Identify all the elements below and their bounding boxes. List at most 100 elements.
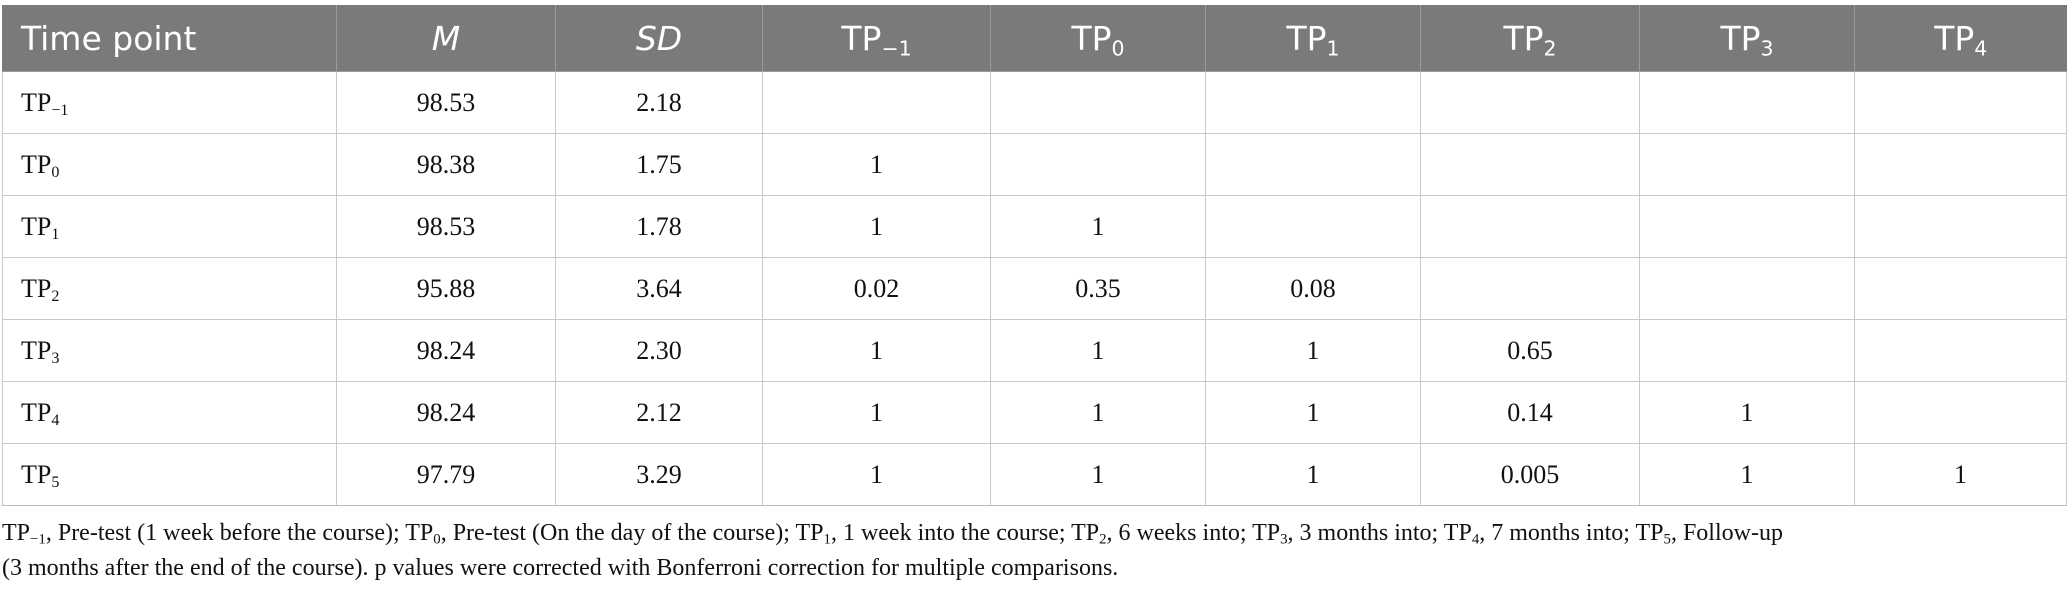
footnote-text: , 6 weeks into; TP [1106, 520, 1281, 546]
row-label: TP5 [2, 443, 337, 506]
table-cell: 1 [1205, 381, 1421, 444]
table-cell: 97.79 [336, 443, 556, 506]
column-header-label: Time point [21, 19, 196, 58]
column-header: SD [555, 5, 763, 72]
footnote-text: , 1 week into the course; TP [830, 520, 1100, 546]
column-header: TP3 [1639, 5, 1855, 72]
column-header-text: TP [1934, 18, 1975, 58]
row-label: TP2 [2, 257, 337, 320]
footnote-text: , Pre-test (1 week before the course); T… [45, 520, 434, 546]
table-row: TP5 97.79 3.29 1 1 1 0.005 1 1 [2, 443, 2067, 506]
footnote-subscript: 0 [433, 531, 441, 548]
table-cell [1639, 133, 1855, 196]
table-cell: 98.24 [336, 319, 556, 382]
table-cell: 1 [762, 443, 991, 506]
table-cell [1854, 71, 2067, 134]
footnote-subscript: 2 [1099, 531, 1107, 548]
footnote-text: (3 months after the end of the course). … [2, 555, 1119, 581]
column-header-text: TP [1720, 18, 1761, 58]
table-cell [1420, 195, 1640, 258]
table-cell: 1 [990, 319, 1206, 382]
table-cell: 1 [990, 443, 1206, 506]
table-cell: 98.53 [336, 195, 556, 258]
column-header: M [336, 5, 556, 72]
column-header-subscript: 0 [1111, 36, 1125, 61]
column-header-subscript: 3 [1760, 36, 1774, 61]
table-cell: 2.30 [555, 319, 763, 382]
column-header-text: TP [1503, 18, 1544, 58]
table-cell [1420, 257, 1640, 320]
table-cell: 3.29 [555, 443, 763, 506]
row-label-subscript: 5 [51, 473, 60, 491]
column-header-label: TP1 [1286, 18, 1339, 59]
footnote-text: , 3 months into; TP [1287, 520, 1472, 546]
row-label-text: TP [21, 87, 52, 117]
table-cell: 98.53 [336, 71, 556, 134]
table-cell [990, 133, 1206, 196]
column-header-text: TP [841, 18, 882, 58]
correlation-table: Time point M SD TP−1 TP0 TP1 TP2 TP3 TP4 TP−1 98.… [2, 5, 2067, 506]
row-label: TP−1 [2, 71, 337, 134]
table-cell: 0.35 [990, 257, 1206, 320]
table-cell: 1 [1639, 381, 1855, 444]
column-header-subscript: 2 [1543, 36, 1557, 61]
table-cell [1854, 257, 2067, 320]
column-header-label: TP0 [1071, 19, 1125, 61]
table-cell [1205, 195, 1421, 258]
footnote-subscript: 4 [1471, 531, 1480, 548]
table-cell [1205, 71, 1421, 134]
table-cell: 1 [990, 381, 1206, 444]
table-cell: 2.12 [555, 381, 763, 444]
column-header: TP1 [1205, 5, 1421, 72]
table-cell [1854, 381, 2067, 444]
row-label-text: TP [21, 397, 52, 427]
footnote-subscript: 3 [1280, 531, 1288, 548]
column-header-text: Time point [21, 18, 197, 58]
row-label-subscript: 3 [51, 349, 60, 367]
table-cell [1854, 133, 2067, 196]
table-cell [1420, 133, 1640, 196]
table-cell: 1 [1205, 319, 1421, 382]
row-label: TP1 [2, 195, 337, 258]
row-label-text: TP [21, 459, 52, 489]
table-cell: 0.08 [1205, 257, 1421, 320]
row-label-text: TP [21, 149, 52, 179]
table-cell: 1 [762, 195, 991, 258]
column-header: TP4 [1854, 5, 2067, 72]
table-cell [1854, 195, 2067, 258]
table-cell: 0.65 [1420, 319, 1640, 382]
row-label-subscript: −1 [51, 101, 69, 119]
row-label-subscript: 1 [51, 225, 60, 243]
table-row: TP3 98.24 2.30 1 1 1 0.65 [2, 319, 2067, 382]
column-header-label: TP3 [1720, 18, 1774, 61]
table-footnote: TP−1, Pre-test (1 week before the course… [2, 516, 2062, 586]
row-label-text: TP [21, 335, 52, 365]
table-row: TP1 98.53 1.78 1 1 [2, 195, 2067, 258]
footnote-line-1: TP−1, Pre-test (1 week before the course… [2, 516, 2062, 551]
column-header-text: M [431, 18, 461, 58]
table-cell: 95.88 [336, 257, 556, 320]
table-cell [1639, 319, 1855, 382]
row-label-text: TP [21, 211, 52, 241]
column-header: Time point [2, 5, 337, 72]
table-cell: 1 [762, 319, 991, 382]
column-header-text: TP [1286, 18, 1327, 58]
column-header-subscript: 4 [1974, 36, 1988, 61]
table-cell: 1.78 [555, 195, 763, 258]
column-header-label: TP2 [1503, 18, 1557, 61]
table-cell: 98.38 [336, 133, 556, 196]
table-cell: 1 [1205, 443, 1421, 506]
table-cell: 98.24 [336, 381, 556, 444]
table-row: TP0 98.38 1.75 1 [2, 133, 2067, 196]
table-row: TP−1 98.53 2.18 [2, 71, 2067, 134]
row-label-text: TP [21, 273, 52, 303]
table-cell: 2.18 [555, 71, 763, 134]
table-row: TP2 95.88 3.64 0.02 0.35 0.08 [2, 257, 2067, 320]
column-header-label: TP−1 [841, 18, 911, 59]
footnote-subscript: 5 [1663, 531, 1671, 548]
column-header: TP2 [1420, 5, 1640, 72]
row-label-subscript: 2 [51, 287, 60, 305]
table-cell [1854, 319, 2067, 382]
footnote-subscript: −1 [30, 531, 46, 548]
